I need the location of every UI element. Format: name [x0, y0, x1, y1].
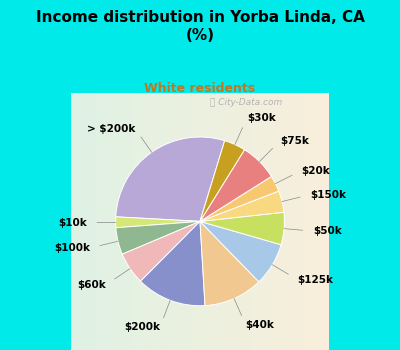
Text: > $200k: > $200k: [87, 124, 135, 134]
Text: $200k: $200k: [124, 322, 160, 332]
Bar: [82, 77, 89, 350]
Bar: [192, 77, 200, 350]
Bar: [378, 77, 385, 350]
Wedge shape: [200, 141, 244, 222]
Text: $20k: $20k: [301, 166, 330, 176]
Text: ⓘ City-Data.com: ⓘ City-Data.com: [210, 98, 282, 107]
Bar: [74, 77, 82, 350]
Bar: [22, 77, 30, 350]
Wedge shape: [200, 176, 279, 222]
Wedge shape: [200, 191, 284, 222]
Bar: [67, 77, 74, 350]
Text: $125k: $125k: [297, 274, 333, 285]
Bar: [156, 77, 163, 350]
Text: Income distribution in Yorba Linda, CA
(%): Income distribution in Yorba Linda, CA (…: [36, 10, 364, 43]
Bar: [222, 77, 230, 350]
Bar: [200, 77, 208, 350]
Wedge shape: [116, 137, 225, 222]
Bar: [163, 77, 170, 350]
Wedge shape: [122, 222, 200, 281]
Bar: [289, 77, 296, 350]
Bar: [126, 77, 133, 350]
Bar: [274, 77, 282, 350]
Bar: [118, 77, 126, 350]
Bar: [341, 77, 348, 350]
Bar: [304, 77, 311, 350]
Bar: [59, 77, 67, 350]
Bar: [370, 77, 378, 350]
Bar: [356, 77, 363, 350]
Bar: [282, 77, 289, 350]
Bar: [311, 77, 318, 350]
Wedge shape: [200, 222, 281, 282]
Bar: [185, 77, 192, 350]
Wedge shape: [116, 222, 200, 254]
Bar: [104, 77, 111, 350]
Bar: [252, 77, 259, 350]
Bar: [333, 77, 341, 350]
Bar: [141, 77, 148, 350]
Bar: [208, 77, 215, 350]
Bar: [96, 77, 104, 350]
Bar: [133, 77, 141, 350]
Wedge shape: [200, 150, 272, 222]
Bar: [178, 77, 185, 350]
Text: $50k: $50k: [313, 226, 342, 236]
Bar: [259, 77, 267, 350]
Bar: [52, 77, 59, 350]
Bar: [326, 77, 333, 350]
Bar: [296, 77, 304, 350]
Text: $100k: $100k: [54, 243, 90, 253]
Wedge shape: [140, 222, 205, 306]
Bar: [318, 77, 326, 350]
Text: $10k: $10k: [58, 218, 87, 228]
Bar: [44, 77, 52, 350]
Text: $150k: $150k: [310, 190, 346, 200]
Text: $40k: $40k: [246, 320, 274, 330]
Bar: [348, 77, 356, 350]
Bar: [15, 77, 22, 350]
Bar: [363, 77, 370, 350]
Bar: [37, 77, 44, 350]
Text: $60k: $60k: [78, 280, 106, 290]
Bar: [148, 77, 156, 350]
Bar: [244, 77, 252, 350]
Wedge shape: [116, 217, 200, 228]
Bar: [89, 77, 96, 350]
Text: $75k: $75k: [280, 136, 309, 146]
Text: $30k: $30k: [247, 113, 276, 123]
Bar: [30, 77, 37, 350]
Bar: [267, 77, 274, 350]
Wedge shape: [200, 212, 284, 245]
Bar: [230, 77, 237, 350]
Bar: [170, 77, 178, 350]
Wedge shape: [200, 222, 259, 306]
Bar: [215, 77, 222, 350]
Bar: [237, 77, 244, 350]
Text: White residents: White residents: [144, 82, 256, 95]
Bar: [111, 77, 118, 350]
